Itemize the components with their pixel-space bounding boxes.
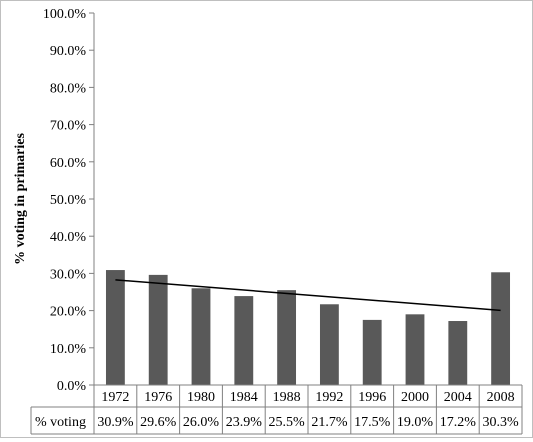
category-label: 2008 — [487, 390, 515, 405]
y-axis: 0.0% 10.0% 20.0% 30.0% 40.0% 50.0% 60.0% 70.0% 8… — [43, 7, 95, 394]
y-tick-label: 20.0% — [50, 305, 87, 320]
data-value-label: 17.5% — [354, 415, 391, 430]
bar-2008 — [491, 272, 511, 385]
bar-2004 — [448, 321, 468, 385]
y-tick-label: 80.0% — [50, 81, 87, 96]
bar-1972 — [105, 270, 125, 385]
data-value-label: 17.2% — [440, 415, 477, 430]
trendline-layer — [115, 279, 501, 312]
y-tick-label: 90.0% — [50, 44, 87, 59]
data-value-label: 30.3% — [483, 415, 520, 430]
data-value-label: 30.9% — [97, 415, 134, 430]
data-value-label: 19.0% — [397, 415, 434, 430]
category-label: 1984 — [230, 390, 258, 405]
data-table: 1972 1976 1980 1984 1988 1992 1996 2000 2004 2008… — [30, 384, 523, 435]
y-tick-label: 0.0% — [57, 379, 87, 394]
y-tick-label: 70.0% — [50, 119, 87, 134]
series-name-label: % voting — [35, 415, 86, 430]
category-label: 1980 — [187, 390, 215, 405]
data-value-label: 23.9% — [226, 415, 263, 430]
category-label: 1976 — [144, 390, 172, 405]
bar-1988 — [277, 290, 297, 385]
y-tick-label: 50.0% — [50, 193, 87, 208]
bar-1984 — [234, 296, 254, 385]
y-tick-label: 10.0% — [50, 342, 87, 357]
data-value-label: 21.7% — [311, 415, 348, 430]
category-label: 2000 — [401, 390, 429, 405]
y-tick-label: 60.0% — [50, 156, 87, 171]
y-tick-label: 30.0% — [50, 267, 87, 282]
category-label: 1972 — [101, 390, 129, 405]
data-value-label: 29.6% — [140, 415, 177, 430]
data-value-label: 26.0% — [183, 415, 220, 430]
category-label: 1996 — [358, 390, 386, 405]
bar-1980 — [191, 288, 211, 385]
y-tick-label: 40.0% — [50, 230, 87, 245]
data-value-label: 25.5% — [269, 415, 306, 430]
bar-1976 — [148, 274, 168, 385]
bar-2000 — [405, 314, 425, 385]
trendline — [115, 279, 501, 312]
bar-1992 — [319, 304, 339, 385]
category-label: 1988 — [273, 390, 301, 405]
y-axis-title: % voting in primaries — [13, 133, 28, 265]
bar-1996 — [362, 319, 382, 385]
bar-series — [105, 270, 511, 385]
category-label: 2004 — [444, 390, 472, 405]
category-label: 1992 — [315, 390, 343, 405]
y-tick-label: 100.0% — [43, 7, 87, 22]
